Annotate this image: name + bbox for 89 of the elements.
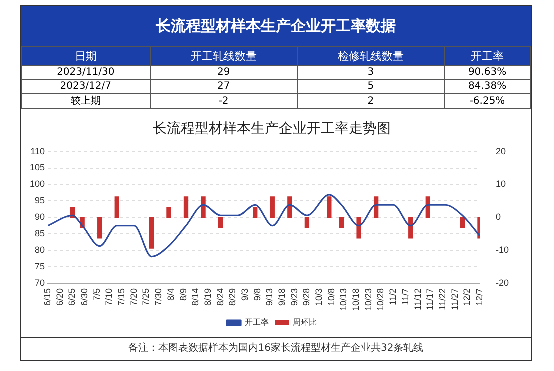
x-tick-label: 8/14 xyxy=(190,288,201,306)
bar xyxy=(201,196,206,218)
text: 5 xyxy=(297,80,445,94)
x-tick-label: 10/13 xyxy=(338,288,349,312)
x-tick-label: 12/2 xyxy=(462,288,472,306)
y2-tick-label: 0 xyxy=(496,212,502,222)
text: 长流程型材样本生产企业开工率数据 xyxy=(21,6,531,46)
text: 2 xyxy=(297,94,445,108)
x-tick-label: 6/15 xyxy=(42,288,52,306)
x-tick-label: 8/19 xyxy=(202,288,213,306)
y2-tick-label: -10 xyxy=(496,245,510,256)
x-tick-label: 7/5 xyxy=(92,288,102,301)
text: 开工轧线数量 xyxy=(150,46,298,66)
x-tick-label: 11/7 xyxy=(400,288,410,306)
bar xyxy=(114,196,120,218)
y-tick-label: 100 xyxy=(30,179,46,190)
x-tick-label: 11/27 xyxy=(450,288,460,310)
legend-label: 周环比 xyxy=(293,318,317,328)
x-tick-label: 6/30 xyxy=(80,288,90,306)
line-series xyxy=(48,194,480,258)
x-tick-label: 9/13 xyxy=(264,288,275,306)
text: -6.25% xyxy=(444,94,530,108)
x-tick-label: 10/28 xyxy=(376,288,386,312)
x-tick-label: 10/18 xyxy=(351,288,362,312)
x-tick-label: 8/4 xyxy=(166,288,176,301)
y-tick-label: 110 xyxy=(30,146,46,156)
bar xyxy=(98,217,102,239)
x-tick-label: 6/20 xyxy=(54,288,65,306)
bar xyxy=(356,217,362,239)
text: 27 xyxy=(150,80,298,94)
x-tick-label: 10/8 xyxy=(326,288,336,306)
text: 29 xyxy=(150,66,298,80)
y-tick-label: 80 xyxy=(35,245,46,256)
x-tick-label: 9/28 xyxy=(302,288,312,306)
text: 2023/11/30 xyxy=(22,66,150,80)
y-tick-label: 70 xyxy=(35,278,46,288)
text: 2023/12/7 xyxy=(22,80,150,94)
bar xyxy=(304,217,310,228)
chart-title: 长流程型材样本生产企业开工率走势图 xyxy=(153,121,391,138)
x-tick-label: 7/10 xyxy=(104,288,114,306)
text: 开工率 xyxy=(444,46,530,66)
x-tick-label: 7/15 xyxy=(116,288,127,306)
text: 检修轧线数量 xyxy=(297,46,445,66)
y-tick-label: 75 xyxy=(35,262,46,272)
legend-label: 开工率 xyxy=(245,318,269,328)
bar xyxy=(460,217,466,228)
x-tick-label: 8/24 xyxy=(215,288,226,306)
y2-tick-label: 10 xyxy=(496,179,506,190)
x-tick-label: 11/22 xyxy=(437,288,448,310)
y2-tick-label: -20 xyxy=(496,278,510,288)
x-tick-label: 12/7 xyxy=(474,288,484,306)
x-tick-label: 9/3 xyxy=(240,288,250,301)
bar xyxy=(149,217,154,249)
bar xyxy=(270,196,275,218)
text: 84.38% xyxy=(444,80,530,94)
bar xyxy=(253,207,258,218)
x-tick-label: 8/29 xyxy=(228,288,238,306)
text: -2 xyxy=(150,94,298,108)
bar xyxy=(374,196,379,218)
x-tick-label: 11/17 xyxy=(425,288,436,310)
x-tick-label: 6/25 xyxy=(67,288,78,306)
x-tick-label: 11/12 xyxy=(412,288,423,310)
x-tick-label: 11/2 xyxy=(388,288,398,306)
x-tick-label: 10/23 xyxy=(363,288,374,312)
x-tick-label: 9/18 xyxy=(277,288,287,306)
x-tick-label: 7/25 xyxy=(141,288,152,306)
y-tick-label: 95 xyxy=(35,196,46,206)
x-tick-label: 9/8 xyxy=(252,288,262,301)
text: 日期 xyxy=(22,46,150,66)
bar xyxy=(218,217,224,228)
x-tick-label: 10/3 xyxy=(314,288,324,306)
x-tick-label: 8/9 xyxy=(178,288,188,301)
bar xyxy=(327,196,332,218)
bar xyxy=(184,196,189,218)
y-tick-label: 85 xyxy=(35,228,46,239)
x-tick-label: 9/23 xyxy=(289,288,300,306)
x-tick-label: 7/30 xyxy=(154,288,164,306)
y-tick-label: 105 xyxy=(30,162,46,173)
text: 90.63% xyxy=(444,66,530,80)
x-tick-label: 7/20 xyxy=(128,288,139,306)
y2-tick-label: 20 xyxy=(496,146,506,156)
bar xyxy=(288,196,292,218)
y-tick-label: 90 xyxy=(35,212,46,222)
text: 3 xyxy=(297,66,445,80)
text: 较上期 xyxy=(22,94,150,108)
bar xyxy=(426,196,430,218)
bar xyxy=(339,217,344,228)
bar xyxy=(166,207,172,218)
text: 备注：本图表数据样本为国内16家长流程型材生产企业共32条轧线 xyxy=(21,337,531,360)
